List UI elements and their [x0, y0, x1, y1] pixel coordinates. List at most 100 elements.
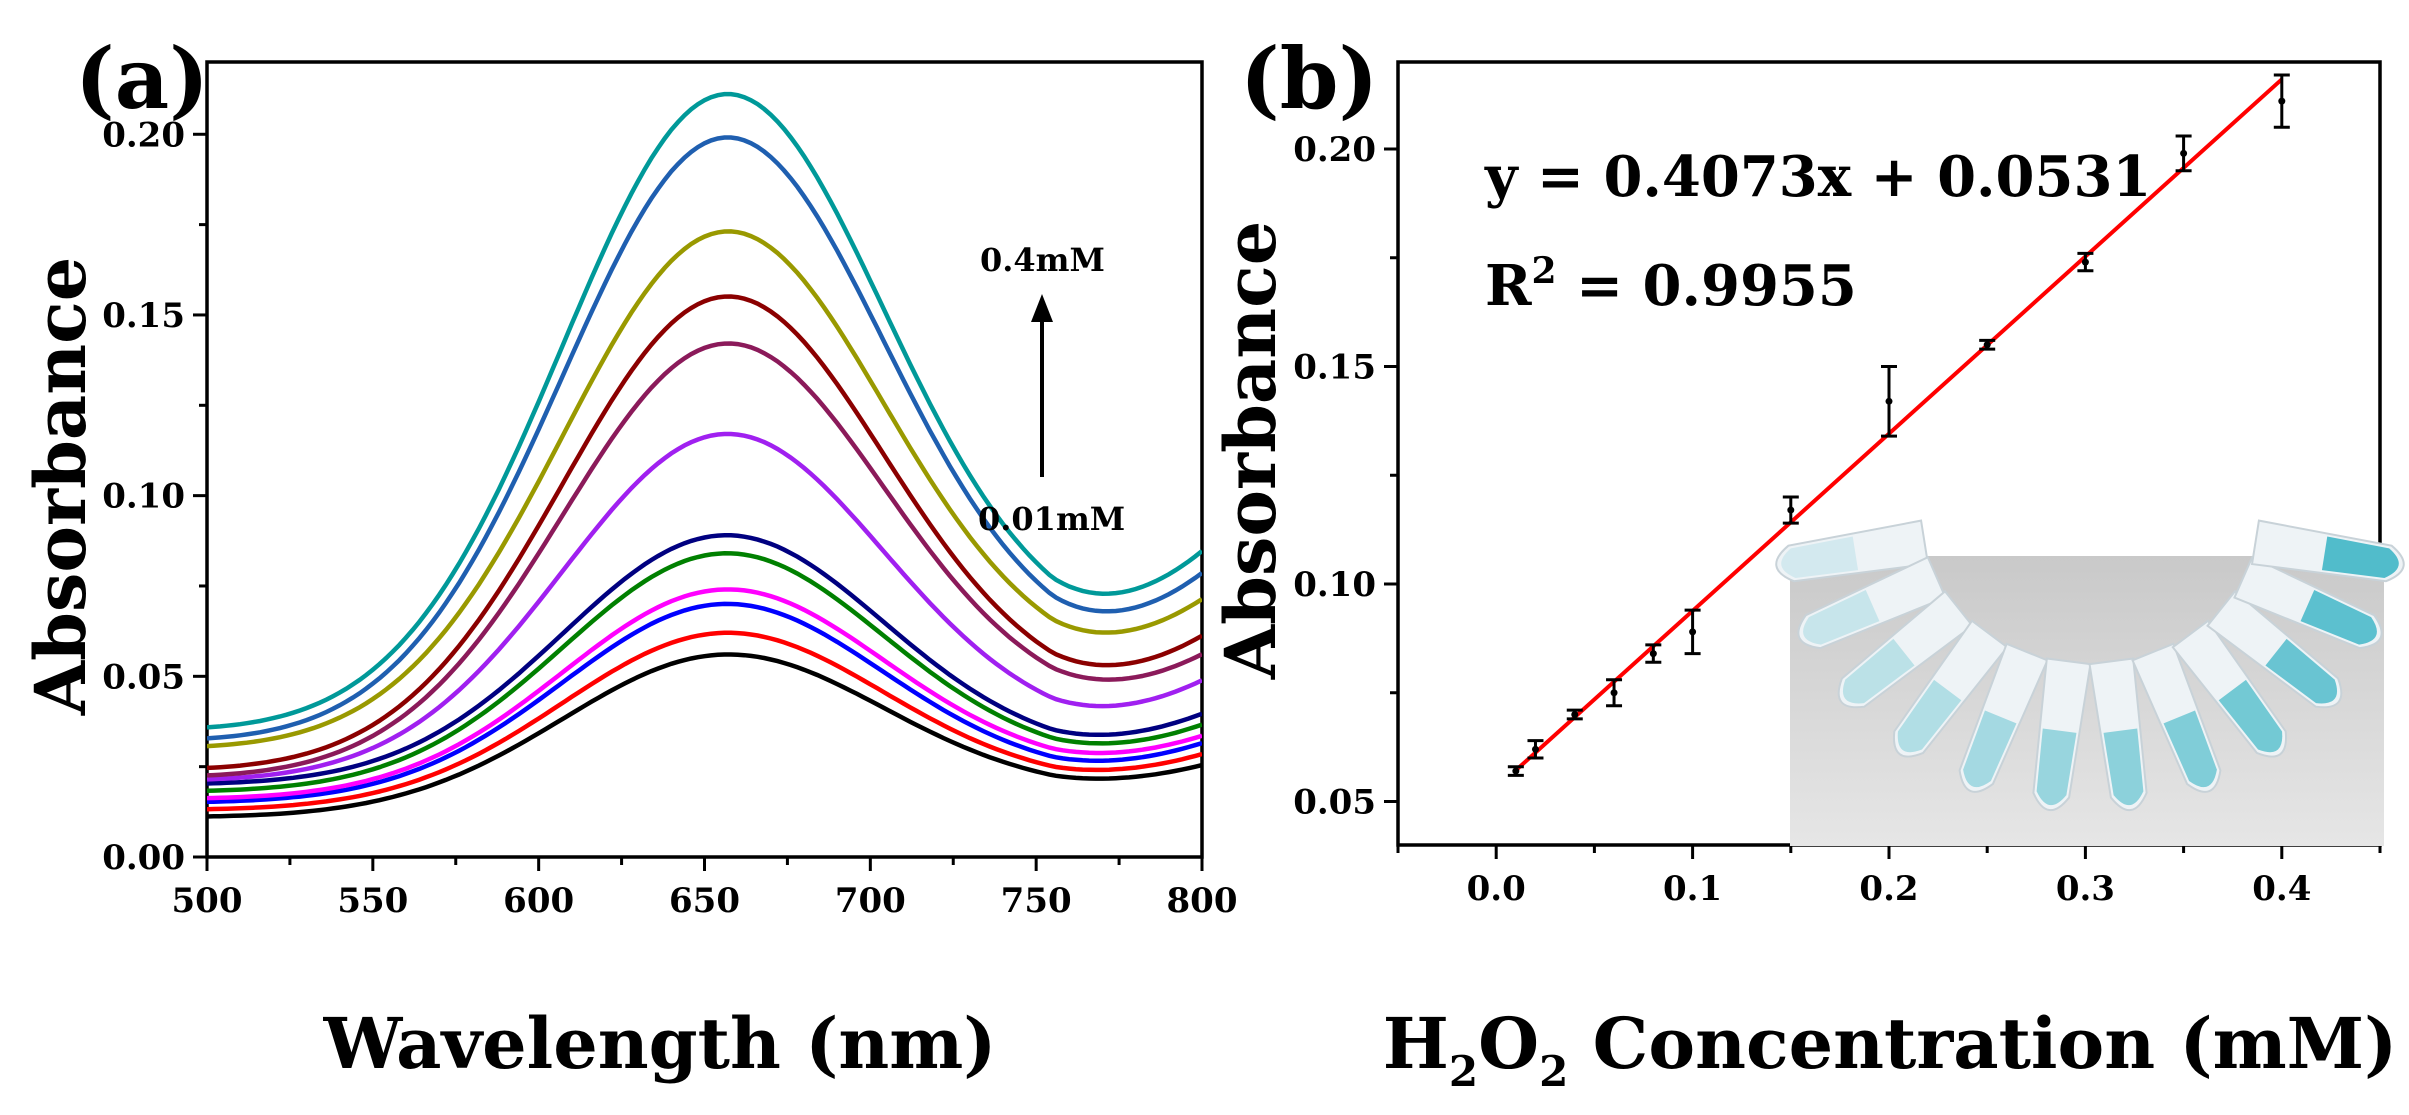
xlabel-sub-2: 2: [1539, 1047, 1568, 1096]
spectrum-line-7: [207, 431, 1202, 782]
arrow-head-icon: [1031, 294, 1053, 322]
data-point-9: [1979, 338, 1996, 351]
tube-body: [2032, 657, 2092, 812]
a-y-tick-label: 0.05: [102, 657, 185, 697]
data-point-1: [1507, 765, 1524, 777]
inset-tube: [2171, 619, 2288, 758]
spectrum-line-9: [207, 294, 1202, 771]
inset-tube: [1797, 555, 1947, 650]
inset-tube: [2032, 657, 2092, 812]
data-marker: [1885, 397, 1893, 405]
b-x-tick-label: 0.1: [1663, 869, 1722, 909]
panel-b-y-axis-title: Absorbance: [1209, 221, 1292, 681]
data-point-2: [1527, 739, 1544, 760]
b-y-tick-label: 0.05: [1293, 783, 1376, 823]
data-marker: [1983, 341, 1991, 349]
spectrum-line-3: [207, 601, 1202, 805]
panel-b-label: (b): [1240, 29, 1378, 128]
b-y-tick-label: 0.15: [1293, 348, 1376, 388]
xlabel-sub-1: 2: [1449, 1047, 1478, 1096]
panel-b: (b) 0.0 0.1 0.2 0.3 0.4 0.05 0.10 0.15 0.20 y = …: [1209, 29, 2405, 1096]
tube-solution: [1842, 638, 1915, 704]
regression-equation: y = 0.4073x + 0.0531: [1484, 144, 2151, 210]
r-squared-superscript: 2: [1532, 250, 1557, 292]
inset-tube: [2250, 519, 2405, 583]
xlabel-h: H: [1383, 1002, 1449, 1085]
annotation-bottom: 0.01mM: [978, 500, 1125, 538]
xlabel-rest: Concentration (mM): [1568, 1002, 2397, 1085]
data-marker: [2278, 97, 2286, 105]
tube-body: [1797, 555, 1947, 650]
spectrum-line-11: [207, 135, 1202, 741]
tube-solution: [2300, 589, 2377, 645]
data-point-5: [1645, 643, 1662, 664]
tube-solution: [1963, 710, 2017, 788]
inset-tube: [2131, 642, 2222, 793]
r-squared: R2 = 0.9955: [1485, 250, 1857, 319]
tube-body: [1958, 642, 2049, 793]
data-point-7: [1782, 495, 1799, 525]
a-x-tick-label: 700: [835, 881, 906, 921]
a-x-tick-label: 600: [503, 881, 574, 921]
a-x-tick-label: 550: [337, 881, 408, 921]
r-squared-value: = 0.9955: [1557, 253, 1857, 319]
tube-solution: [1781, 536, 1859, 578]
data-point-10: [2077, 251, 2094, 273]
data-point-6: [1684, 608, 1701, 656]
data-marker: [1649, 650, 1657, 658]
a-y-tick-label: 0.20: [102, 115, 185, 155]
b-y-tick-label: 0.10: [1293, 565, 1376, 605]
data-point-11: [2175, 134, 2192, 173]
inset-tube: [1892, 619, 2009, 758]
annotation-top: 0.4mM: [980, 241, 1105, 279]
tube-solution: [2321, 536, 2399, 578]
tube-solution: [2265, 638, 2338, 704]
spectrum-line-6: [207, 533, 1202, 786]
tube-solution: [2218, 679, 2283, 753]
a-y-tick-label: 0.10: [102, 477, 185, 517]
inset-tube: [1775, 519, 1930, 583]
a-y-tick-label: 0.00: [102, 838, 185, 878]
data-point-3: [1566, 708, 1583, 721]
r-squared-prefix: R: [1485, 253, 1532, 319]
inset-tube: [2088, 657, 2148, 812]
spectrum-line-8: [207, 341, 1202, 778]
b-x-tick-label: 0.4: [2252, 869, 2311, 909]
inset-tube: [2233, 555, 2383, 650]
inset-tubes: [1775, 519, 2405, 812]
spectrum-line-2: [207, 630, 1202, 812]
inset-tube: [2206, 589, 2343, 709]
spectrum-line-10: [207, 229, 1202, 749]
data-point-4: [1606, 678, 1623, 708]
xlabel-o: O: [1478, 1002, 1539, 1085]
panel-a-y-axis-title: Absorbance: [19, 257, 102, 717]
data-marker: [1531, 745, 1539, 753]
a-x-tick-label: 800: [1167, 881, 1238, 921]
b-y-tick-label: 0.20: [1293, 130, 1376, 170]
data-marker: [1571, 711, 1579, 718]
b-x-tick-label: 0.2: [1859, 869, 1918, 909]
inset-tube: [1958, 642, 2049, 793]
panel-a: (a) 500 550 600 650 700 750 800 0.00 0.05 0.10 0.1…: [19, 29, 1237, 1085]
tube-solution: [2163, 710, 2217, 788]
spectrum-line-12: [207, 91, 1202, 730]
fit-line: [1514, 77, 2284, 772]
tube-body: [1775, 519, 1930, 583]
data-point-12: [2273, 73, 2290, 129]
spectrum-line-5: [207, 551, 1202, 794]
panel-a-x-axis-title: Wavelength (nm): [323, 1002, 997, 1085]
a-x-tick-label: 750: [1001, 881, 1072, 921]
tube-solution: [1803, 589, 1880, 645]
inset-photo: [1775, 519, 2405, 846]
tube-solution: [2036, 728, 2077, 806]
panel-b-plot: [1507, 73, 2290, 777]
concentration-arrow: [1031, 294, 1053, 477]
panel-b-x-axis-title: H2O2 Concentration (mM): [1383, 1002, 2398, 1096]
data-marker: [2081, 258, 2089, 266]
data-marker: [1610, 689, 1618, 697]
a-x-tick-label: 500: [172, 881, 243, 921]
data-point-8: [1881, 365, 1897, 438]
panel-a-label: (a): [75, 29, 209, 128]
inset-tube: [1837, 589, 1974, 709]
data-marker: [1689, 628, 1697, 636]
